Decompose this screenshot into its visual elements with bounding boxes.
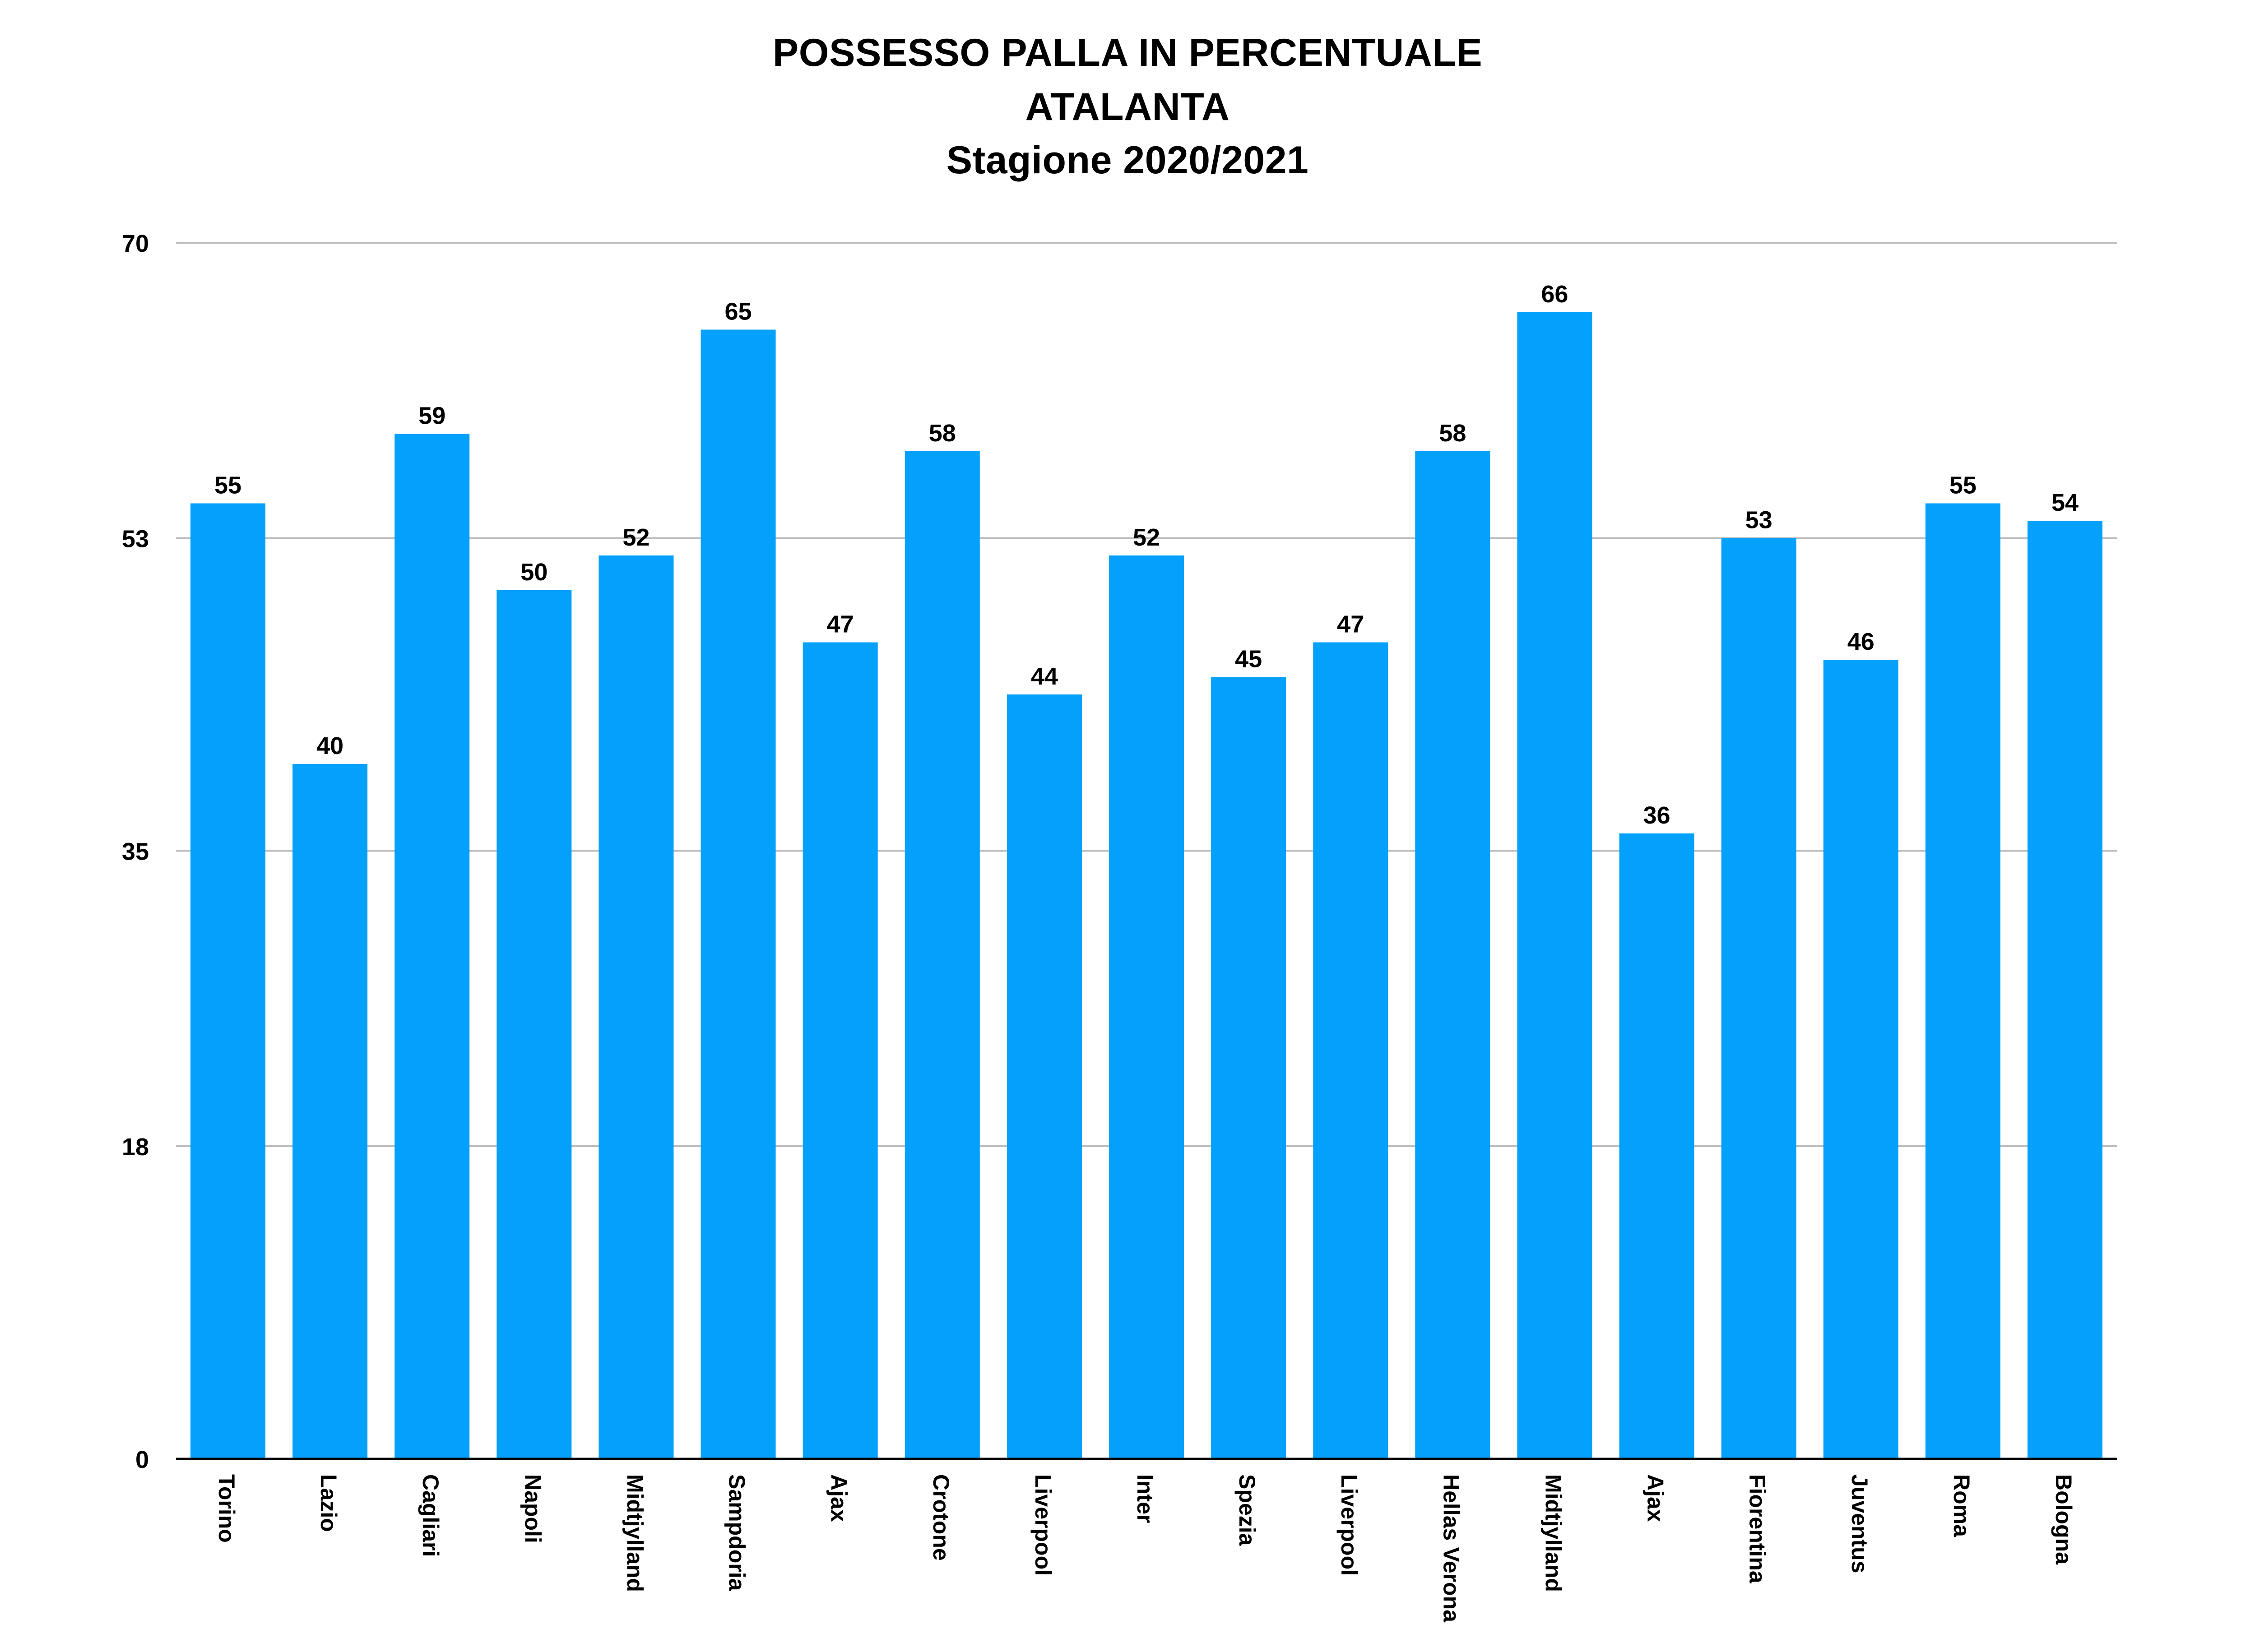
bar (1211, 677, 1286, 1459)
bar (803, 642, 878, 1459)
bar (1721, 538, 1796, 1459)
chart-title-line-2: ATALANTA (1025, 85, 1230, 129)
bar (905, 451, 980, 1459)
bar (701, 329, 776, 1459)
x-tick-label: Sampdoria (724, 1474, 750, 1592)
x-tick-label: Juventus (1847, 1474, 1872, 1573)
data-label: 55 (214, 472, 241, 499)
data-label: 50 (520, 559, 548, 586)
x-tick-label: Bologna (2051, 1474, 2076, 1565)
bar (394, 434, 470, 1459)
chart-title-line-3: Stagione 2020/2021 (946, 139, 1309, 182)
bar (292, 764, 368, 1459)
data-label: 54 (2051, 489, 2079, 516)
x-tick-label: Inter (1132, 1474, 1158, 1523)
bar (1007, 694, 1082, 1459)
data-label: 47 (827, 611, 854, 638)
x-tick-label: Spezia (1234, 1474, 1260, 1546)
data-label: 58 (929, 420, 956, 447)
x-tick-label: Ajax (826, 1474, 852, 1522)
y-tick-label: 70 (122, 230, 149, 257)
x-tick-label: Torino (214, 1474, 239, 1543)
data-label: 36 (1643, 802, 1670, 829)
data-label: 46 (1847, 628, 1875, 655)
bar (1109, 555, 1184, 1459)
data-labels: 55 40 59 50 52 65 47 58 44 52 45 47 58 66 36 53 46 55 54 (214, 281, 2079, 829)
x-tick-label: Cagliari (418, 1474, 443, 1557)
data-label: 58 (1439, 420, 1466, 447)
data-label: 44 (1031, 663, 1058, 690)
x-tick-label: Ajax (1643, 1474, 1668, 1522)
data-label: 65 (725, 298, 752, 325)
y-tick-label: 0 (135, 1446, 149, 1473)
data-label: 66 (1541, 281, 1568, 308)
bar (1619, 833, 1694, 1459)
data-label: 52 (1133, 524, 1160, 551)
data-label: 55 (1949, 472, 1977, 499)
x-tick-label: Midtjylland (622, 1474, 647, 1592)
x-tick-label: Napoli (520, 1474, 545, 1543)
bar (2028, 521, 2102, 1459)
x-tick-label: Liverpool (1336, 1474, 1362, 1576)
bar (190, 503, 265, 1459)
data-label: 45 (1235, 646, 1262, 673)
bar (1925, 503, 2000, 1459)
y-tick-label: 53 (122, 526, 149, 553)
bars (190, 312, 2102, 1459)
x-tick-label: Roma (1949, 1474, 1974, 1537)
data-label: 53 (1745, 507, 1772, 534)
x-tick-label: Hellas Verona (1438, 1474, 1464, 1623)
bar (599, 555, 674, 1459)
y-tick-label: 18 (122, 1134, 149, 1161)
data-label: 52 (622, 524, 650, 551)
y-tick-label: 35 (122, 838, 149, 865)
bar (496, 590, 572, 1459)
bar (1823, 660, 1898, 1459)
x-tick-label: Liverpool (1030, 1474, 1056, 1576)
y-axis-ticks: 0 18 35 53 70 (122, 230, 149, 1473)
data-label: 40 (316, 732, 343, 759)
bar (1313, 642, 1388, 1459)
chart-title-line-1: POSSESSO PALLA IN PERCENTUALE (772, 31, 1483, 74)
x-tick-label: Fiorentina (1745, 1474, 1770, 1584)
x-tick-label: Midtjylland (1540, 1474, 1566, 1592)
bar (1517, 312, 1592, 1459)
x-axis-ticks: Torino Lazio Cagliari Napoli Midtjylland Samp… (214, 1474, 2076, 1623)
data-label: 59 (418, 403, 445, 430)
x-tick-label: Lazio (316, 1474, 341, 1532)
data-label: 47 (1337, 611, 1364, 638)
bar (1415, 451, 1490, 1459)
x-tick-label: Crotone (928, 1474, 954, 1561)
